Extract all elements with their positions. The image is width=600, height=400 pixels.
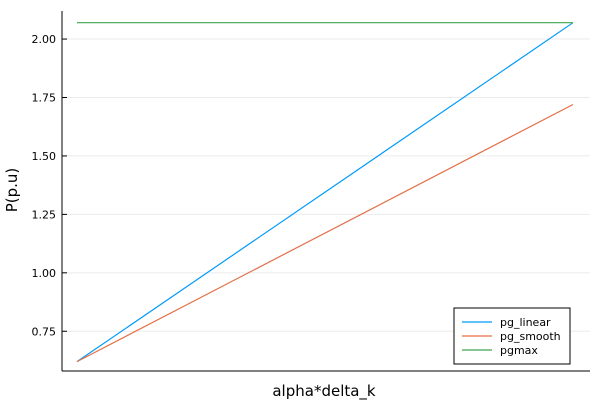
- y-tick-label: 1.25: [32, 208, 57, 221]
- legend-label: pg_smooth: [500, 330, 561, 343]
- y-ticks: 0.75 1.00 1.25 1.50 1.75 2.00: [32, 33, 67, 338]
- y-tick-label: 0.75: [32, 325, 57, 338]
- y-tick-label: 1.00: [32, 267, 57, 280]
- series-line-pg-smooth: [76, 103, 574, 363]
- y-tick-label: 1.75: [32, 91, 57, 104]
- grid-lines: [62, 38, 590, 332]
- legend-label: pg_linear: [500, 316, 551, 329]
- legend-label: pgmax: [500, 344, 538, 357]
- y-tick-label: 1.50: [32, 150, 57, 163]
- series-lines: [76, 22, 574, 363]
- y-axis-label: P(p.u): [3, 168, 21, 213]
- y-tick-label: 2.00: [32, 33, 57, 46]
- series-line-pg-linear: [76, 22, 574, 363]
- axes: [61, 11, 590, 372]
- x-axis-label: alpha*delta_k: [272, 382, 376, 400]
